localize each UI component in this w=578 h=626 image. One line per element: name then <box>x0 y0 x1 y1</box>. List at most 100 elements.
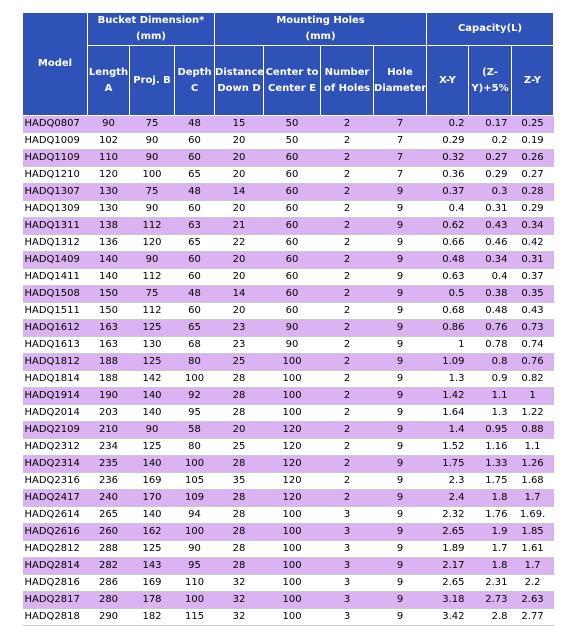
cell-depth: 94 <box>174 506 215 524</box>
cell-center: 100 <box>263 574 321 592</box>
cell-depth: 48 <box>174 285 215 303</box>
cell-center: 60 <box>263 302 321 320</box>
cell-model: HADQ1311 <box>22 217 88 235</box>
table-row: HADQ1411 140 112 60 20 60 2 9 0.63 0.4 0.37 <box>22 268 554 286</box>
cell-zy: 0.37 <box>511 268 554 286</box>
cell-length: 140 <box>87 268 130 286</box>
table-row: HADQ0807 90 75 48 15 50 2 7 0.2 0.17 0.25 <box>22 115 554 133</box>
cell-zy: 0.19 <box>511 132 554 150</box>
cell-zy: 0.73 <box>511 319 554 337</box>
cell-number: 2 <box>320 115 374 133</box>
cell-proj: 100 <box>129 166 175 184</box>
cell-depth: 48 <box>174 183 215 201</box>
cell-number: 2 <box>320 149 374 167</box>
cell-length: 136 <box>87 234 130 252</box>
cell-z: 0.76 <box>468 319 512 337</box>
cell-proj: 140 <box>129 455 175 473</box>
cell-xy: 1.75 <box>426 455 469 473</box>
cell-zy: 0.31 <box>511 251 554 269</box>
cell-xy: 2.32 <box>426 506 469 524</box>
cell-distance: 32 <box>214 574 264 592</box>
cell-center: 100 <box>263 387 321 405</box>
cell-depth: 92 <box>174 387 215 405</box>
cell-distance: 32 <box>214 591 264 609</box>
cell-model: HADQ2818 <box>22 608 88 626</box>
cell-number: 2 <box>320 268 374 286</box>
cell-z: 2.31 <box>468 574 512 592</box>
cell-distance: 15 <box>214 115 264 133</box>
cell-xy: 0.62 <box>426 217 469 235</box>
cell-length: 188 <box>87 353 130 371</box>
cell-zy: 0.35 <box>511 285 554 303</box>
cell-distance: 28 <box>214 506 264 524</box>
cell-length: 240 <box>87 489 130 507</box>
table-row: HADQ1914 190 140 92 28 100 2 9 1.42 1.1 1 <box>22 387 554 405</box>
cell-xy: 0.32 <box>426 149 469 167</box>
cell-proj: 142 <box>129 370 175 388</box>
cell-model: HADQ1613 <box>22 336 88 354</box>
cell-center: 100 <box>263 591 321 609</box>
cell-center: 60 <box>263 166 321 184</box>
cell-depth: 65 <box>174 319 215 337</box>
cell-number: 2 <box>320 353 374 371</box>
cell-z: 0.8 <box>468 353 512 371</box>
cell-proj: 178 <box>129 591 175 609</box>
cell-depth: 60 <box>174 268 215 286</box>
cell-center: 100 <box>263 608 321 626</box>
cell-model: HADQ2314 <box>22 455 88 473</box>
cell-distance: 20 <box>214 421 264 439</box>
cell-depth: 60 <box>174 302 215 320</box>
cell-zy: 1.68 <box>511 472 554 490</box>
cell-number: 2 <box>320 387 374 405</box>
cell-length: 138 <box>87 217 130 235</box>
header-xy: X-Y <box>426 45 470 116</box>
cell-model: HADQ0807 <box>22 115 88 133</box>
cell-hole-diameter: 9 <box>373 591 427 609</box>
cell-zy: 0.34 <box>511 217 554 235</box>
table-row: HADQ2812 288 125 90 28 100 3 9 1.89 1.7 1.61 <box>22 540 554 558</box>
cell-zy: 0.88 <box>511 421 554 439</box>
cell-model: HADQ1109 <box>22 149 88 167</box>
cell-center: 100 <box>263 557 321 575</box>
cell-center: 120 <box>263 438 321 456</box>
cell-proj: 170 <box>129 489 175 507</box>
cell-length: 163 <box>87 319 130 337</box>
cell-center: 100 <box>263 404 321 422</box>
table-body: HADQ0807 90 75 48 15 50 2 7 0.2 0.17 0.25 HADQ1009 1… <box>22 115 554 626</box>
cell-model: HADQ1612 <box>22 319 88 337</box>
cell-model: HADQ1210 <box>22 166 88 184</box>
header-capacity: Capacity(L) <box>426 12 555 46</box>
table-row: HADQ2616 260 162 100 28 100 3 9 2.65 1.9 1.85 <box>22 523 554 541</box>
table-row: HADQ2316 236 169 105 35 120 2 9 2.3 1.75 1.68 <box>22 472 554 490</box>
cell-center: 60 <box>263 234 321 252</box>
cell-distance: 28 <box>214 455 264 473</box>
table-row: HADQ1009 102 90 60 20 50 2 7 0.29 0.2 0.19 <box>22 132 554 150</box>
cell-number: 2 <box>320 183 374 201</box>
cell-model: HADQ1307 <box>22 183 88 201</box>
cell-center: 60 <box>263 183 321 201</box>
cell-model: HADQ2417 <box>22 489 88 507</box>
cell-xy: 1.3 <box>426 370 469 388</box>
cell-hole-diameter: 9 <box>373 336 427 354</box>
cell-proj: 125 <box>129 540 175 558</box>
cell-proj: 90 <box>129 132 175 150</box>
cell-model: HADQ2812 <box>22 540 88 558</box>
cell-hole-diameter: 9 <box>373 217 427 235</box>
cell-z: 1.1 <box>468 387 512 405</box>
cell-xy: 2.65 <box>426 574 469 592</box>
table-row: HADQ2312 234 125 80 25 120 2 9 1.52 1.16 1.1 <box>22 438 554 456</box>
cell-z: 1.16 <box>468 438 512 456</box>
table-row: HADQ2817 280 178 100 32 100 3 9 3.18 2.73 2.63 <box>22 591 554 609</box>
cell-proj: 169 <box>129 472 175 490</box>
cell-number: 2 <box>320 404 374 422</box>
cell-distance: 20 <box>214 166 264 184</box>
cell-center: 120 <box>263 455 321 473</box>
cell-center: 50 <box>263 115 321 133</box>
cell-length: 260 <box>87 523 130 541</box>
cell-length: 102 <box>87 132 130 150</box>
cell-xy: 3.42 <box>426 608 469 626</box>
cell-z: 0.34 <box>468 251 512 269</box>
cell-z: 0.95 <box>468 421 512 439</box>
header-bucket-dimension-unit: (mm) <box>136 31 166 42</box>
header-mounting-holes-unit: (mm) <box>305 31 336 42</box>
